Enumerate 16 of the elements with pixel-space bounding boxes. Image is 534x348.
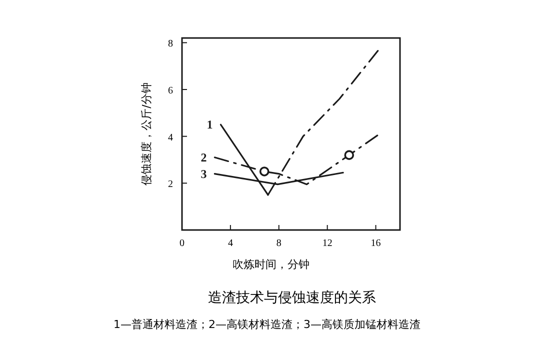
series-label: 1 <box>206 118 213 132</box>
y-axis-title: 侵蚀速度，公斤/分钟 <box>140 82 153 186</box>
series-label: 2 <box>200 150 207 164</box>
y-tick-label: 6 <box>168 86 173 97</box>
y-tick-label: 8 <box>168 38 173 50</box>
x-tick-label: 12 <box>322 238 332 249</box>
y-tick-label: 4 <box>168 132 173 144</box>
x-tick-label: 4 <box>228 238 233 249</box>
x-tick-label: 8 <box>276 238 282 249</box>
x-tick-label: 0 <box>180 238 184 249</box>
x-axis-title: 吹炼时间，分钟 <box>232 258 310 271</box>
y-tick-label: 2 <box>168 179 173 190</box>
text: 造渣技术与侵蚀速度的关系 <box>208 290 376 306</box>
x-tick-label: 16 <box>370 238 381 249</box>
series-label: 3 <box>200 166 207 181</box>
text: 1—普通材料造渣；2—高镁材料造渣；3—高镁质加锰材料造渣 <box>114 318 420 331</box>
